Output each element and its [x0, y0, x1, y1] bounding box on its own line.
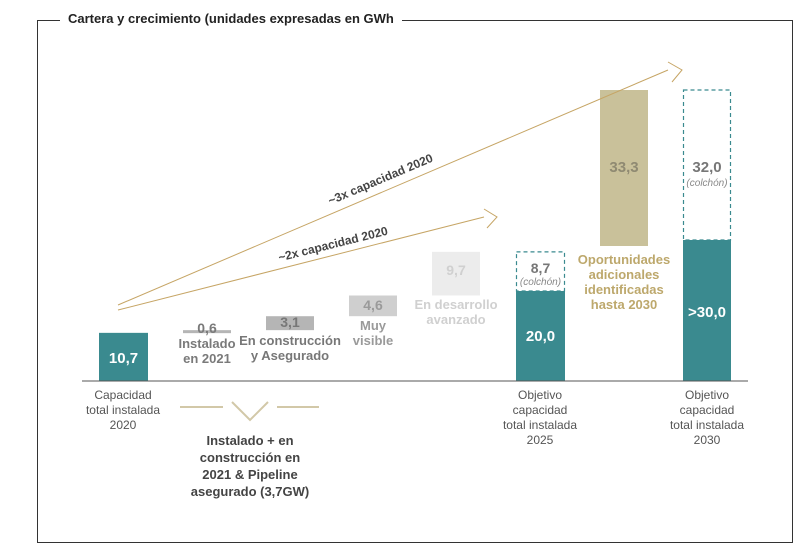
bar-target-2025 [516, 291, 565, 381]
category-target-2030-line-1: Objetivo [685, 388, 729, 402]
chart-title: Cartera y crecimiento (unidades expresad… [60, 11, 402, 26]
buffer-label-target-2025: 8,7 [531, 260, 551, 276]
bar-label-advanced-dev: 9,7 [446, 262, 466, 278]
bar-label-target-2025: 20,0 [526, 328, 555, 345]
bracket-annotation-line-1: Instalado + en [206, 433, 293, 448]
category-under-construction-line-1: En construcción [239, 333, 341, 348]
arrow-3x-head [667, 61, 683, 83]
bar-target-2030 [683, 240, 731, 381]
bracket-chevron [231, 401, 269, 422]
buffer-note-target-2030: (colchón) [686, 178, 727, 189]
bar-label-under-construction: 3,1 [280, 314, 300, 330]
bar-very-visible [349, 295, 397, 317]
category-installed-2020-line-1: Capacidad [94, 388, 151, 402]
bar-under-construction [266, 316, 314, 331]
category-additional-opportunities-line-1: Oportunidades [578, 252, 670, 267]
category-installed-2020-line-2: total instalada [86, 403, 160, 417]
arrow-2x-line [117, 216, 485, 311]
category-additional-opportunities-line-3: identificadas [584, 282, 663, 297]
bracket-annotation-line-2: construcción en [200, 450, 300, 465]
category-under-construction-line-2: y Asegurado [251, 348, 329, 363]
category-installed-2021-line-2: en 2021 [183, 351, 231, 366]
annotation-3x: ~3x capacidad 2020 [326, 151, 435, 208]
bar-label-target-2030: >30,0 [688, 304, 726, 321]
bar-buffer-target-2025 [515, 251, 566, 292]
buffer-note-target-2025: (colchón) [520, 277, 561, 288]
category-installed-2020-line-3: 2020 [110, 418, 137, 432]
category-target-2025-line-2: capacidad [513, 403, 568, 417]
category-additional-opportunities-line-4: hasta 2030 [591, 297, 658, 312]
chart-frame [37, 20, 793, 543]
bar-label-very-visible: 4,6 [363, 297, 383, 313]
bar-buffer-target-2030 [682, 89, 732, 241]
bar-label-installed-2020: 10,7 [109, 350, 138, 367]
bar-additional-opportunities [600, 90, 648, 246]
arrow-2x-head [483, 208, 498, 229]
category-target-2025-line-1: Objetivo [518, 388, 562, 402]
category-target-2030-line-2: capacidad [680, 403, 735, 417]
category-target-2030-line-4: 2030 [694, 433, 721, 447]
bar-label-additional-opportunities: 33,3 [609, 159, 638, 176]
bracket-annotation-line-4: asegurado (3,7GW) [191, 484, 309, 499]
bar-label-installed-2021: 0,6 [197, 320, 217, 336]
bar-installed-2021 [183, 330, 231, 334]
category-additional-opportunities-line-2: adicionales [589, 267, 660, 282]
category-target-2025-line-4: 2025 [527, 433, 554, 447]
category-installed-2021-line-1: Instalado [178, 336, 235, 351]
arrow-3x-line [117, 69, 669, 306]
category-advanced-dev-line-2: avanzado [426, 312, 485, 327]
category-very-visible-line-1: Muy [360, 318, 387, 333]
category-target-2025-line-3: total instalada [503, 418, 577, 432]
category-target-2030-line-3: total instalada [670, 418, 744, 432]
bar-installed-2020 [99, 332, 148, 381]
bar-advanced-dev [432, 251, 480, 296]
buffer-label-target-2030: 32,0 [692, 159, 721, 176]
category-very-visible-line-2: visible [353, 333, 393, 348]
bracket-annotation-line-3: 2021 & Pipeline [202, 467, 297, 482]
category-advanced-dev-line-1: En desarrollo [414, 297, 497, 312]
